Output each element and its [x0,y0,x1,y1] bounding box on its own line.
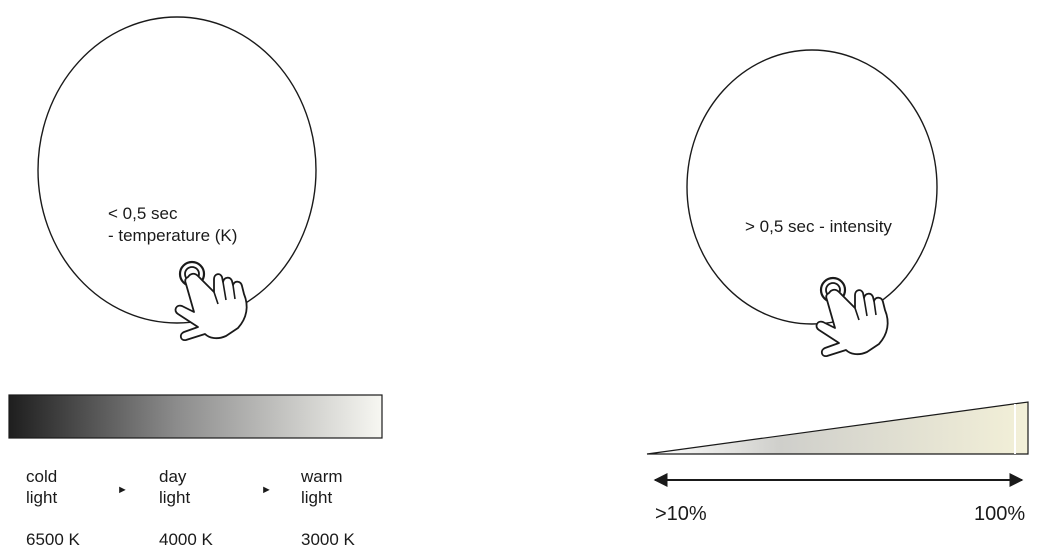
intensity-min-label: >10% [655,503,707,525]
kelvin-value-warm: 3000 K [301,530,355,549]
temperature-caption-line2: - temperature (K) [108,226,238,245]
scale-label-warm-line2: light [301,488,333,507]
scale-label-warm-line1: warm [301,467,343,486]
temperature-caption-line1: < 0,5 sec [108,204,178,223]
kelvin-value-day: 4000 K [159,530,213,549]
touch-hand-icon [174,260,248,342]
scale-label-cold-line1: cold [26,467,58,486]
intensity-max-label: 100% [974,503,1026,525]
scale-separator-icon: ► [117,484,128,496]
scale-label-day-line1: day [159,467,187,486]
touch-hand-icon [815,276,889,358]
scale-label-cold-line2: light [26,488,58,507]
intensity-caption: > 0,5 sec - intensity [745,217,892,236]
lamp-circle-right [686,49,938,325]
scale-label-cold: cold light [26,466,57,508]
scale-label-warm: warm light [301,466,343,508]
lamp-circle-left [37,16,317,324]
scale-separator-icon: ► [261,484,272,496]
scale-label-day: day light [159,466,190,508]
intensity-wedge [646,401,1029,455]
scale-label-day-line2: light [159,488,191,507]
kelvin-value-cold: 6500 K [26,530,80,549]
temperature-gradient-bar [8,394,383,439]
